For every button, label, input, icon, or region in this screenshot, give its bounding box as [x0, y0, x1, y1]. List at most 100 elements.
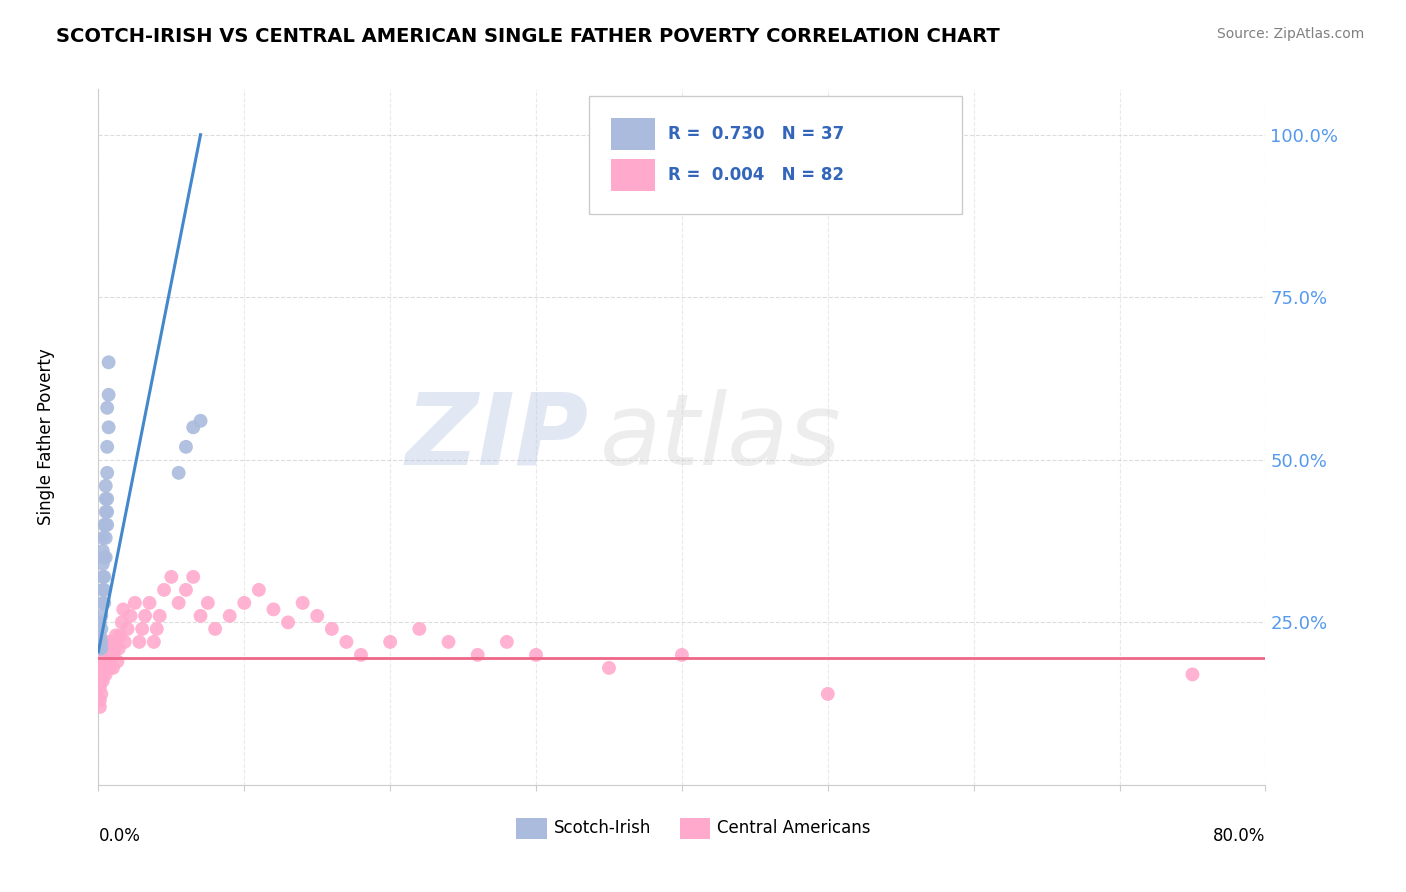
Point [93, 517, 115, 532]
Point [197, 596, 219, 610]
Point [96, 517, 118, 532]
Point [350, 648, 373, 662]
Point [96, 635, 118, 649]
Point [335, 635, 357, 649]
Point [89, 667, 111, 681]
Point [496, 635, 519, 649]
Point [89, 641, 111, 656]
Point [90, 641, 112, 656]
Point [233, 596, 256, 610]
Point [146, 622, 169, 636]
Point [181, 570, 204, 584]
Point [467, 648, 489, 662]
Point [96, 648, 118, 662]
Point [321, 622, 343, 636]
Point [96, 440, 118, 454]
Point [90, 622, 112, 636]
Point [153, 582, 176, 597]
Point [190, 414, 212, 428]
Point [117, 622, 139, 636]
Point [112, 602, 135, 616]
Point [96, 401, 118, 415]
Text: R =  0.004   N = 82: R = 0.004 N = 82 [668, 166, 844, 184]
Point [94, 654, 117, 668]
Point [89, 700, 111, 714]
Point [167, 466, 190, 480]
Point [89, 635, 111, 649]
FancyBboxPatch shape [610, 159, 655, 191]
Point [134, 608, 156, 623]
Point [94, 641, 117, 656]
Point [96, 491, 118, 506]
Point [91, 596, 114, 610]
Point [124, 596, 146, 610]
Point [93, 570, 115, 584]
Point [89, 628, 111, 642]
Point [291, 596, 314, 610]
Point [174, 582, 197, 597]
Point [94, 517, 117, 532]
Point [91, 582, 114, 597]
Point [89, 681, 111, 695]
Point [89, 641, 111, 656]
Point [91, 667, 114, 681]
Text: 80.0%: 80.0% [1213, 827, 1265, 845]
Point [101, 661, 124, 675]
Point [149, 608, 172, 623]
Point [91, 641, 114, 656]
Point [120, 608, 142, 623]
Point [90, 608, 112, 623]
Point [93, 550, 115, 565]
Point [90, 635, 112, 649]
Point [96, 466, 118, 480]
Point [98, 648, 121, 662]
Point [90, 648, 112, 662]
Text: atlas: atlas [600, 389, 842, 485]
Point [93, 661, 115, 675]
Point [89, 661, 111, 675]
FancyBboxPatch shape [679, 818, 710, 838]
Point [131, 622, 153, 636]
Point [98, 661, 121, 675]
Point [90, 661, 112, 675]
Point [89, 667, 111, 681]
Point [105, 654, 128, 668]
Point [110, 628, 132, 642]
Point [94, 491, 117, 506]
Point [91, 673, 114, 688]
Point [247, 582, 270, 597]
Point [103, 641, 125, 656]
Point [94, 479, 117, 493]
Point [204, 622, 226, 636]
Point [174, 440, 197, 454]
Point [90, 635, 112, 649]
Point [89, 615, 111, 630]
Point [671, 648, 693, 662]
Point [89, 654, 111, 668]
Point [94, 531, 117, 545]
Point [93, 582, 115, 597]
Point [89, 673, 111, 688]
Point [101, 648, 124, 662]
Point [97, 420, 120, 434]
Point [108, 641, 131, 656]
Point [181, 420, 204, 434]
Text: R =  0.730   N = 37: R = 0.730 N = 37 [668, 126, 844, 144]
Point [114, 635, 136, 649]
Point [91, 544, 114, 558]
Text: Scotch-Irish: Scotch-Irish [554, 819, 651, 837]
Point [94, 550, 117, 565]
Point [97, 388, 120, 402]
Point [89, 648, 111, 662]
Point [380, 635, 402, 649]
Point [190, 608, 212, 623]
Point [91, 557, 114, 571]
FancyBboxPatch shape [589, 96, 962, 214]
Point [1181, 667, 1204, 681]
FancyBboxPatch shape [516, 818, 547, 838]
Point [94, 505, 117, 519]
Point [598, 661, 620, 675]
Point [100, 635, 122, 649]
Text: Source: ZipAtlas.com: Source: ZipAtlas.com [1216, 27, 1364, 41]
Point [160, 570, 183, 584]
